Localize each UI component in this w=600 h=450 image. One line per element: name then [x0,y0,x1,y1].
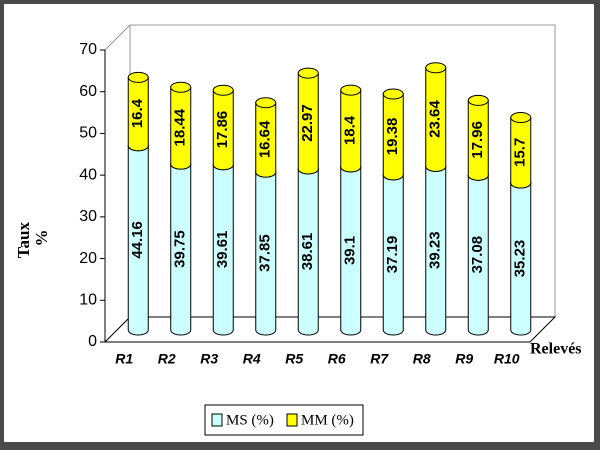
legend-swatch [286,413,298,427]
cylinder-segment [467,99,489,181]
data-label: 37.85 [257,234,274,272]
cylinder-segment [510,117,532,189]
data-label: 39.75 [172,230,189,268]
data-label: 44.16 [129,221,146,259]
cylinder-segment [510,182,532,336]
data-label: 37.19 [384,236,401,274]
cylinder-top [170,81,192,93]
data-label: 38.61 [299,233,316,271]
y-label-line: Taux [14,222,33,259]
y-tick-label: 50 [79,125,97,142]
data-label: 22.97 [299,104,316,142]
cylinder-segment [127,145,149,336]
x-tick-label: R9 [455,351,473,367]
cylinder-segment [170,86,192,170]
cylinder-top [467,94,489,106]
x-tick-label: R7 [370,351,389,367]
x-tick-label: R6 [328,351,346,367]
x-tick-label: R1 [115,351,133,367]
cylinder-segment [255,102,277,178]
y-label: Taux % [14,218,51,258]
cylinder-top [297,67,319,79]
legend-label: MS (%) [226,412,274,428]
cylinder-top [340,84,362,96]
data-label: 35.23 [512,240,529,278]
x-label: Relevés [530,341,582,358]
legend-label: MM (%) [301,412,354,428]
y-tick-label: 0 [88,333,97,350]
y-label-line: % [32,230,51,247]
y-tick-label: 20 [79,250,97,267]
plot-area [100,24,557,343]
data-label: 39.61 [214,231,231,269]
cylinder-segment [467,174,489,336]
data-label: 23.64 [427,100,444,138]
cylinder-top [212,84,234,96]
cylinder-top [425,62,447,74]
cylinder-segment [382,174,404,336]
data-label: 17.96 [469,121,486,159]
data-label: 19.38 [384,118,401,156]
cylinder-segment [255,171,277,336]
cylinder-top [510,112,532,124]
y-tick-label: 40 [79,166,97,183]
cylinder-segment [297,168,319,336]
cylinder-segment [297,72,319,175]
cylinder-segment [212,164,234,336]
legend [204,404,364,436]
data-label: 39.23 [427,231,444,269]
legend-swatch [211,413,223,427]
cylinder-top [127,71,149,83]
data-label: 15.7 [512,138,529,167]
x-tick-label: R3 [200,351,218,367]
data-label: 16.64 [257,120,274,158]
cylinder-segment [127,76,149,152]
cylinder-top [255,97,277,109]
data-label: 17.86 [214,111,231,149]
data-label: 18.44 [172,108,189,146]
x-tick-label: R2 [158,351,176,367]
data-label: 39.1 [342,236,359,265]
cylinder-segment [425,67,447,172]
y-tick-label: 10 [79,292,97,309]
x-tick-label: R4 [243,351,261,367]
y-tick-label: 60 [79,83,97,100]
cylinder-segment [425,165,447,336]
y-tick-label: 70 [79,41,97,58]
cylinder-segment [340,166,362,336]
cylinder-top [382,88,404,100]
cylinder-segment [382,93,404,181]
cylinder-segment [212,89,234,171]
cylinder-segment [340,89,362,173]
x-tick-label: R8 [413,351,431,367]
data-label: 18.4 [342,115,359,145]
y-tick-label: 30 [79,208,97,225]
cylinder-segment [170,163,192,336]
x-tick-label: R5 [285,351,303,367]
x-tick-label: R10 [494,351,520,367]
data-label: 37.08 [469,236,486,274]
data-label: 16.4 [129,98,146,128]
